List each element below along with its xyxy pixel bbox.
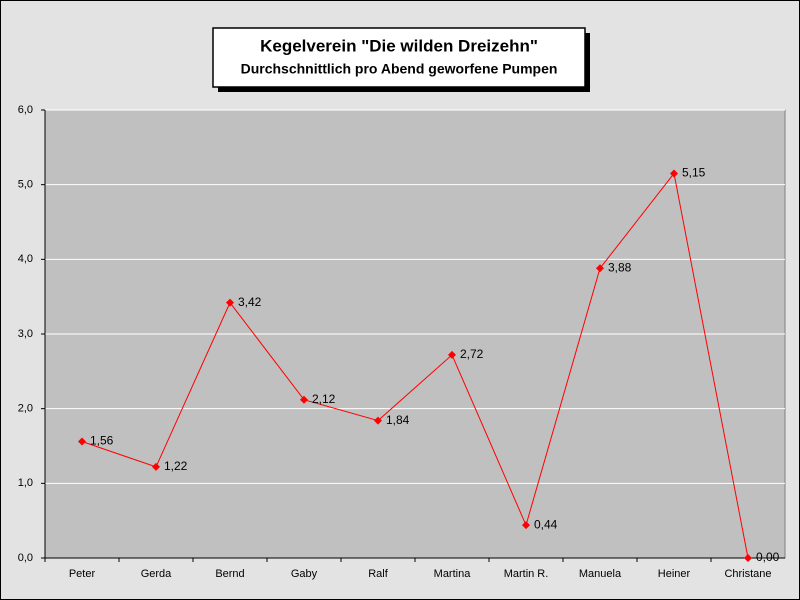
y-tick-label: 5,0 [18, 179, 33, 191]
x-tick-label: Martina [434, 568, 472, 580]
x-tick-label: Manuela [579, 568, 622, 580]
chart-subtitle: Durchschnittlich pro Abend geworfene Pum… [241, 61, 558, 77]
y-tick-label: 3,0 [18, 328, 33, 340]
marker [226, 298, 234, 307]
data-label: 5,15 [682, 166, 706, 180]
x-tick-label: Christane [724, 568, 771, 580]
data-label: 0,00 [756, 550, 780, 564]
x-tick-label: Bernd [215, 568, 244, 580]
x-tick-label: Gerda [141, 568, 172, 580]
title-box [212, 27, 586, 88]
marker [744, 554, 752, 562]
data-label: 1,22 [164, 459, 188, 473]
data-label: 2,12 [312, 392, 336, 406]
x-tick-label: Gaby [291, 568, 318, 580]
marker [152, 462, 160, 471]
marker [374, 416, 382, 425]
marker [596, 264, 604, 273]
marker [300, 395, 308, 404]
data-label: 1,84 [386, 413, 410, 427]
data-label: 2,72 [460, 347, 484, 361]
y-tick-label: 4,0 [18, 253, 33, 265]
marker [522, 521, 530, 530]
x-tick-label: Ralf [368, 568, 389, 580]
y-tick-label: 6,0 [18, 104, 33, 116]
x-tick-label: Peter [69, 568, 96, 580]
y-tick-label: 1,0 [18, 477, 33, 489]
data-label: 0,44 [534, 517, 558, 531]
series-line [81, 172, 749, 559]
data-label: 3,88 [608, 260, 632, 274]
marker [448, 350, 456, 359]
marker [78, 437, 86, 446]
data-label: 1,56 [90, 434, 114, 448]
y-tick-label: 0,0 [18, 552, 33, 564]
data-label: 3,42 [238, 295, 262, 309]
chart-title: Kegelverein "Die wilden Dreizehn" [260, 36, 538, 55]
marker [670, 169, 678, 178]
x-tick-label: Heiner [658, 568, 691, 580]
y-tick-label: 2,0 [18, 403, 33, 415]
x-tick-label: Martin R. [504, 568, 549, 580]
